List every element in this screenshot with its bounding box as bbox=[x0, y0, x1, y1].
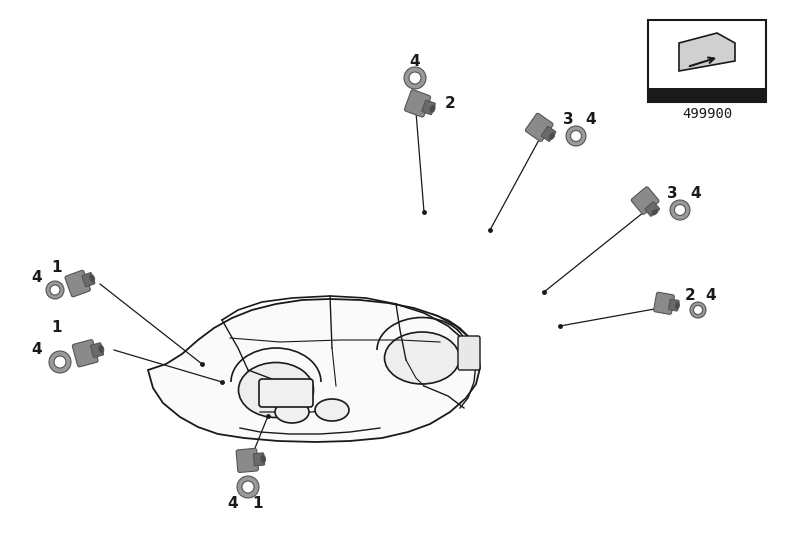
Polygon shape bbox=[148, 299, 480, 442]
Ellipse shape bbox=[652, 209, 658, 215]
Text: 4: 4 bbox=[410, 54, 420, 68]
Circle shape bbox=[674, 204, 686, 216]
Circle shape bbox=[409, 72, 421, 84]
Text: 1: 1 bbox=[253, 497, 263, 511]
FancyBboxPatch shape bbox=[645, 202, 659, 216]
Text: 1: 1 bbox=[52, 320, 62, 335]
Circle shape bbox=[570, 130, 582, 142]
Circle shape bbox=[566, 126, 586, 146]
FancyBboxPatch shape bbox=[72, 340, 98, 367]
FancyBboxPatch shape bbox=[405, 90, 430, 117]
Text: 2: 2 bbox=[445, 96, 455, 110]
Circle shape bbox=[50, 285, 60, 295]
Ellipse shape bbox=[675, 302, 679, 309]
FancyBboxPatch shape bbox=[82, 273, 95, 287]
Circle shape bbox=[242, 481, 254, 493]
Circle shape bbox=[670, 200, 690, 220]
FancyBboxPatch shape bbox=[259, 379, 313, 407]
Text: 4: 4 bbox=[32, 270, 42, 286]
Text: 4: 4 bbox=[32, 343, 42, 357]
Text: 3: 3 bbox=[562, 113, 574, 128]
FancyBboxPatch shape bbox=[90, 343, 103, 357]
Text: 4: 4 bbox=[228, 497, 238, 511]
Circle shape bbox=[46, 281, 64, 299]
Ellipse shape bbox=[430, 105, 435, 113]
FancyBboxPatch shape bbox=[526, 113, 553, 142]
Circle shape bbox=[237, 476, 259, 498]
Ellipse shape bbox=[238, 362, 314, 418]
Ellipse shape bbox=[90, 275, 94, 282]
Ellipse shape bbox=[275, 401, 309, 423]
FancyBboxPatch shape bbox=[542, 127, 556, 141]
Text: 4: 4 bbox=[690, 186, 702, 202]
FancyBboxPatch shape bbox=[254, 453, 265, 466]
Text: 1: 1 bbox=[52, 260, 62, 276]
Polygon shape bbox=[679, 33, 735, 71]
Circle shape bbox=[690, 302, 706, 318]
Circle shape bbox=[694, 306, 702, 315]
FancyBboxPatch shape bbox=[422, 100, 435, 115]
Circle shape bbox=[404, 67, 426, 89]
Text: 4: 4 bbox=[706, 287, 716, 302]
Bar bbox=[648, 20, 766, 102]
FancyBboxPatch shape bbox=[458, 336, 480, 370]
FancyBboxPatch shape bbox=[236, 449, 258, 473]
Text: 3: 3 bbox=[666, 186, 678, 202]
Ellipse shape bbox=[261, 455, 266, 463]
Circle shape bbox=[49, 351, 71, 373]
Text: 2: 2 bbox=[685, 287, 695, 302]
FancyBboxPatch shape bbox=[654, 292, 674, 314]
Ellipse shape bbox=[385, 332, 459, 384]
FancyBboxPatch shape bbox=[669, 299, 679, 311]
Text: 499900: 499900 bbox=[682, 107, 732, 121]
Ellipse shape bbox=[315, 399, 349, 421]
Ellipse shape bbox=[98, 345, 104, 353]
FancyBboxPatch shape bbox=[65, 270, 90, 297]
Ellipse shape bbox=[549, 133, 554, 139]
Text: 4: 4 bbox=[586, 113, 596, 128]
Circle shape bbox=[54, 356, 66, 368]
FancyBboxPatch shape bbox=[631, 187, 659, 214]
Bar bbox=[648, 88, 766, 102]
